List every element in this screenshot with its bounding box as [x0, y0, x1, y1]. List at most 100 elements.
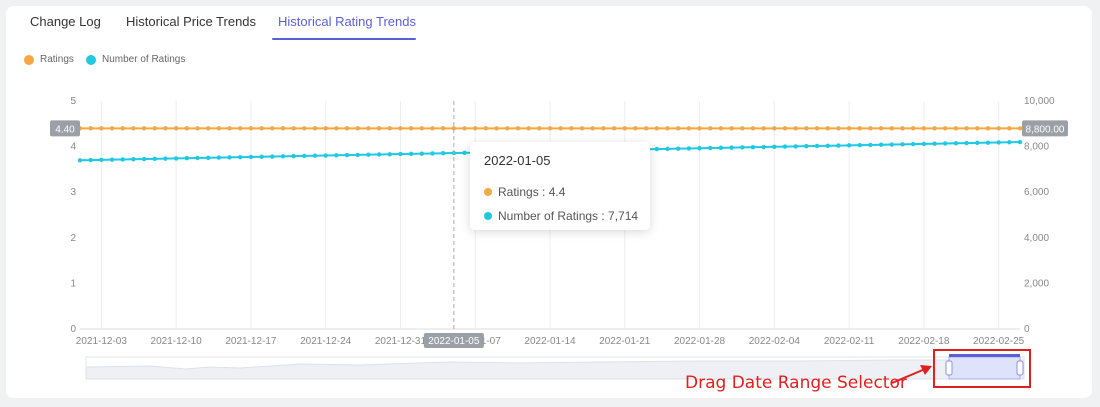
x-tick-label: 2022-01-28 [674, 336, 726, 347]
data-point-ratings [344, 126, 350, 131]
y-right-tick-label: 8,000 [1024, 142, 1049, 153]
data-point-number-of-ratings [109, 157, 115, 162]
data-point-ratings [451, 126, 457, 131]
y-left-tick-label: 5 [70, 96, 76, 107]
data-point-number-of-ratings [440, 151, 446, 156]
data-point-ratings [205, 126, 211, 131]
tooltip-text-ratings: Ratings : 4.4 [498, 184, 566, 199]
data-point-ratings [643, 126, 649, 131]
data-point-ratings [665, 126, 670, 131]
legend-item-number-of-ratings[interactable]: Number of Ratings [86, 54, 185, 65]
data-point-number-of-ratings [430, 151, 435, 156]
data-point-number-of-ratings [889, 142, 895, 147]
data-point-number-of-ratings [921, 141, 927, 147]
x-tick-label: 2021-12-03 [76, 336, 128, 347]
data-point-ratings [440, 126, 446, 131]
slider-left-handle[interactable] [945, 360, 953, 376]
data-point-ratings [921, 126, 927, 131]
x-tick-label: 2022-01-14 [524, 336, 576, 347]
data-point-ratings [494, 126, 499, 131]
data-point-number-of-ratings [708, 145, 713, 151]
data-point-ratings [814, 126, 820, 131]
slider-top-bar[interactable] [949, 354, 1020, 357]
data-point-number-of-ratings [943, 141, 948, 146]
data-point-number-of-ratings [141, 156, 147, 162]
y-left-tick-label: 4 [70, 142, 76, 153]
legend-label-ratings: Ratings [40, 54, 74, 65]
y-left-tick-label: 0 [70, 324, 76, 335]
data-point-ratings [141, 126, 147, 131]
data-point-ratings [622, 126, 627, 131]
data-point-number-of-ratings [419, 151, 425, 156]
data-point-number-of-ratings [1017, 139, 1023, 145]
data-point-ratings [772, 126, 777, 131]
x-tick-label: 2022-01-21 [599, 336, 651, 347]
data-point-number-of-ratings [868, 142, 873, 148]
right-value-label: 8,800.00 [1026, 124, 1065, 135]
data-point-ratings [131, 126, 136, 131]
x-tick-label: 2022-02-18 [898, 336, 950, 347]
data-point-number-of-ratings [248, 154, 254, 160]
x-tick-label: 2022-02-11 [824, 336, 875, 347]
data-point-number-of-ratings [740, 145, 745, 150]
data-point-number-of-ratings [675, 146, 681, 151]
data-point-ratings [846, 126, 852, 131]
y-left-tick-label: 3 [70, 187, 76, 198]
slider-selected-window[interactable] [948, 356, 1021, 380]
data-point-ratings [312, 126, 318, 131]
tooltip-dot-number-of-ratings [484, 211, 492, 220]
data-point-number-of-ratings [77, 158, 83, 163]
left-value-label: 4.40 [55, 124, 75, 135]
data-point-ratings [601, 126, 606, 131]
data-point-number-of-ratings [270, 154, 275, 159]
legend-dot-number-of-ratings [86, 54, 96, 65]
data-point-ratings [505, 126, 510, 131]
crosshair-x-label: 2022-01-05 [428, 336, 480, 347]
data-point-ratings [248, 126, 254, 131]
data-point-number-of-ratings [334, 153, 339, 158]
data-point-number-of-ratings [975, 140, 980, 146]
x-tick-label: 2021-12-31 [375, 336, 427, 347]
data-point-ratings [376, 126, 382, 131]
data-point-ratings [430, 126, 435, 131]
data-point-ratings [88, 126, 93, 131]
data-point-ratings [238, 126, 243, 131]
tab-historical-price-trends[interactable]: Historical Price Trends [126, 14, 257, 29]
data-point-number-of-ratings [654, 146, 660, 152]
data-point-number-of-ratings [462, 150, 467, 156]
data-point-number-of-ratings [216, 155, 222, 160]
data-point-number-of-ratings [996, 140, 1001, 145]
slider-right-handle[interactable] [1016, 360, 1024, 376]
data-point-ratings [729, 126, 734, 131]
data-point-ratings [302, 126, 307, 131]
data-point-ratings [408, 126, 414, 131]
data-point-ratings [334, 126, 339, 131]
data-point-number-of-ratings [1007, 140, 1012, 145]
tab-change-log[interactable]: Change Log [30, 14, 101, 29]
data-point-ratings [1017, 126, 1023, 131]
data-point-ratings [943, 126, 948, 131]
data-point-number-of-ratings [697, 146, 702, 151]
data-point-ratings [419, 126, 425, 131]
data-point-number-of-ratings [238, 154, 243, 160]
y-right-tick-label: 4,000 [1024, 233, 1049, 244]
x-tick-label: 2021-12-17 [225, 336, 277, 347]
legend-item-ratings[interactable]: Ratings [24, 54, 74, 65]
data-point-ratings [878, 126, 884, 131]
data-point-ratings [173, 126, 179, 131]
data-point-number-of-ratings [195, 155, 200, 161]
data-point-ratings [932, 126, 937, 131]
data-point-number-of-ratings [910, 141, 916, 147]
legend-dot-ratings [24, 54, 34, 65]
data-point-number-of-ratings [366, 152, 371, 157]
data-point-ratings [857, 126, 862, 131]
data-point-ratings [750, 126, 756, 131]
data-point-number-of-ratings [825, 143, 830, 148]
data-point-ratings [398, 126, 403, 131]
data-point-number-of-ratings [686, 146, 692, 151]
data-point-number-of-ratings [857, 142, 862, 148]
data-point-ratings [366, 126, 371, 131]
data-point-number-of-ratings [259, 154, 264, 159]
tab-historical-rating-trends[interactable]: Historical Rating Trends [278, 14, 416, 29]
y-right-tick-label: 10,000 [1024, 96, 1055, 107]
